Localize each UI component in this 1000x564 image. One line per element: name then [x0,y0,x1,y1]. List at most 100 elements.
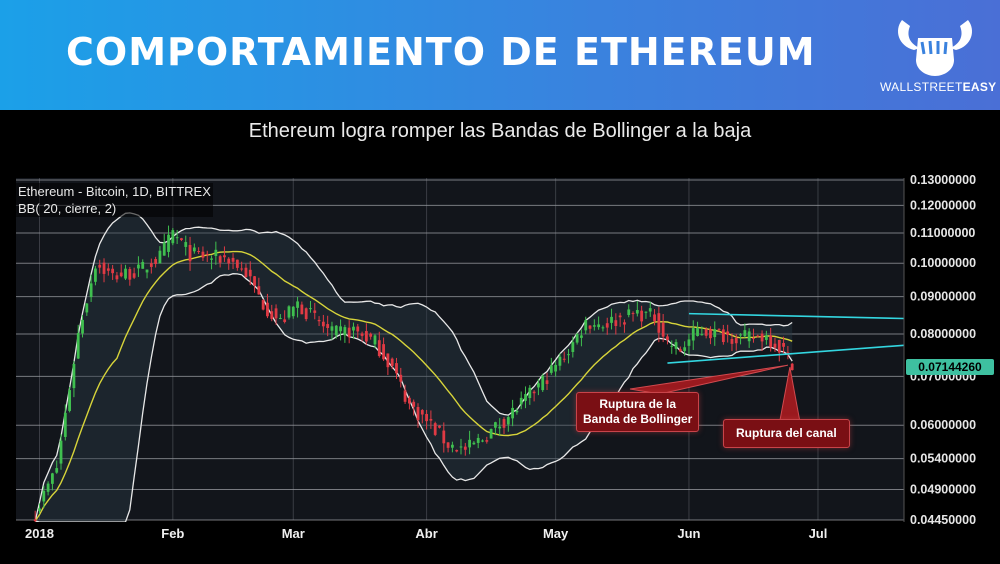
candle [773,337,777,352]
candle [321,314,325,333]
candle [416,403,420,428]
candle-body [42,490,46,502]
candle-body [571,342,575,352]
legend-indicator: BB( 20, cierre, 2) [18,201,117,216]
candle [227,257,231,270]
candle-body [395,363,398,374]
candle-body [171,230,175,244]
candle-body [687,339,691,346]
candle-body [141,261,145,269]
candle [472,441,476,445]
last-price-badge: 0.07144260 [906,359,994,375]
y-tick-label: 0.08000000 [910,327,976,341]
candle [115,272,119,283]
candle-body [717,328,721,330]
candle [567,348,570,364]
candle [537,378,540,396]
candle [760,330,764,352]
candle [373,334,377,349]
candle [584,316,588,335]
candle-body [274,308,278,319]
candle-body [498,426,502,429]
candle [188,236,192,271]
candle-body [102,262,106,274]
y-tick-label: 0.13000000 [910,173,976,187]
candle [244,263,248,278]
candle [240,261,244,272]
candle-body [691,328,695,341]
candle [210,255,213,270]
candle [94,265,97,286]
candle-body [601,327,605,329]
annotation-bollinger-line1: Ruptura de la [599,397,677,411]
candle-body [184,242,188,247]
candle [347,320,351,344]
candle-body [137,264,140,269]
candle-body [356,326,360,332]
bollinger-upper-band [34,212,793,522]
candle [455,449,459,453]
candle [386,353,390,376]
bollinger-break-arrow [629,364,788,395]
candle [141,259,145,269]
candle-body [472,442,476,445]
candle [502,417,506,434]
candle [429,410,433,429]
candle-body [326,324,330,329]
candle [218,254,222,268]
candle-body [334,325,338,336]
candle-body [696,327,699,337]
x-tick-label: 2018 [25,526,54,541]
candle-body [119,272,123,277]
candle [231,253,235,270]
candle-body [537,383,540,388]
candle [670,340,674,354]
candle [438,425,441,429]
candle-body [261,300,265,310]
candle [192,243,196,254]
candle [377,331,381,358]
candle-body [455,449,459,452]
candle [790,362,794,371]
candle-body [227,258,231,264]
candle-body [46,483,50,492]
candle [339,319,342,341]
candle-body [463,446,467,450]
candle [85,302,89,316]
candle-body [364,331,368,342]
candle [205,250,209,262]
candle-body [266,302,269,317]
candle-body [777,339,781,353]
candle [511,399,515,427]
candle [661,313,665,343]
candle [76,324,80,360]
x-tick-label: Abr [415,526,437,541]
candle [154,256,158,268]
candle [51,472,54,491]
candle-body [610,316,613,323]
candle [278,314,282,320]
candle-body [76,333,80,359]
candle-body [532,391,536,394]
candle-body [545,380,549,384]
candle [343,324,347,343]
candle-body [575,334,579,343]
candle-body [403,390,407,402]
annotation-channel-break: Ruptura del canal [723,419,850,448]
candle-body [476,437,480,443]
brand-name: WALLSTREETEASY [880,80,997,94]
candle [46,481,50,496]
candle-body [549,365,553,373]
candle [730,333,734,352]
candle [468,430,471,455]
page-title: COMPORTAMIENTO DE ETHEREUM [66,30,816,74]
candle-body [304,308,308,320]
y-tick-label: 0.06000000 [910,418,976,432]
candle [571,336,575,358]
candle [666,334,669,345]
candle [494,421,497,436]
x-tick-label: Jul [809,526,828,541]
candle-body [313,310,317,313]
candle-body [343,327,347,336]
candle [752,328,755,343]
